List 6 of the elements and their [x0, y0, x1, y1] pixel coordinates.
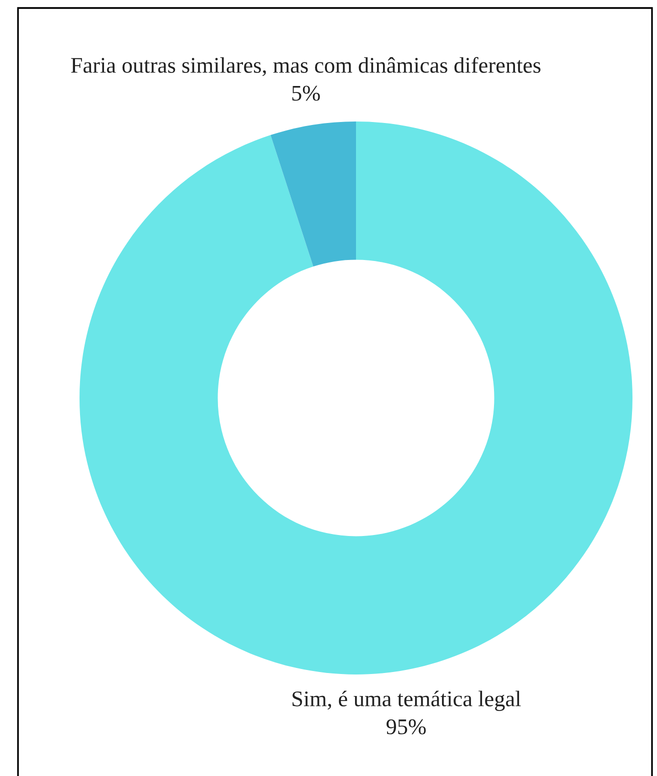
data-label: 95%	[386, 719, 426, 734]
slice-label: Sim, é uma temática legal	[292, 690, 521, 711]
donut-slice	[270, 122, 356, 267]
data-label: 5%	[292, 86, 320, 101]
slice-label: Faria outras similares, mas com dinâmicas diferentes	[71, 57, 540, 76]
donut-slice	[80, 122, 632, 674]
